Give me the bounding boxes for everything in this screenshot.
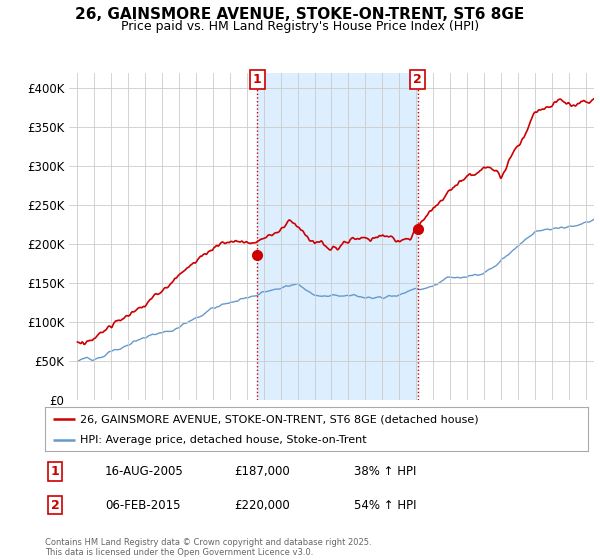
Text: HPI: Average price, detached house, Stoke-on-Trent: HPI: Average price, detached house, Stok… bbox=[80, 435, 367, 445]
Text: Price paid vs. HM Land Registry's House Price Index (HPI): Price paid vs. HM Land Registry's House … bbox=[121, 20, 479, 32]
Text: 16-AUG-2005: 16-AUG-2005 bbox=[105, 465, 184, 478]
Text: 26, GAINSMORE AVENUE, STOKE-ON-TRENT, ST6 8GE: 26, GAINSMORE AVENUE, STOKE-ON-TRENT, ST… bbox=[76, 7, 524, 22]
Text: £220,000: £220,000 bbox=[234, 498, 290, 512]
Text: 2: 2 bbox=[413, 73, 422, 86]
Text: 26, GAINSMORE AVENUE, STOKE-ON-TRENT, ST6 8GE (detached house): 26, GAINSMORE AVENUE, STOKE-ON-TRENT, ST… bbox=[80, 414, 479, 424]
Text: 1: 1 bbox=[51, 465, 59, 478]
Text: 38% ↑ HPI: 38% ↑ HPI bbox=[354, 465, 416, 478]
Text: £187,000: £187,000 bbox=[234, 465, 290, 478]
Text: Contains HM Land Registry data © Crown copyright and database right 2025.
This d: Contains HM Land Registry data © Crown c… bbox=[45, 538, 371, 557]
Text: 1: 1 bbox=[253, 73, 262, 86]
Text: 2: 2 bbox=[51, 498, 59, 512]
Text: 54% ↑ HPI: 54% ↑ HPI bbox=[354, 498, 416, 512]
Text: 06-FEB-2015: 06-FEB-2015 bbox=[105, 498, 181, 512]
Bar bbox=[257, 73, 418, 400]
